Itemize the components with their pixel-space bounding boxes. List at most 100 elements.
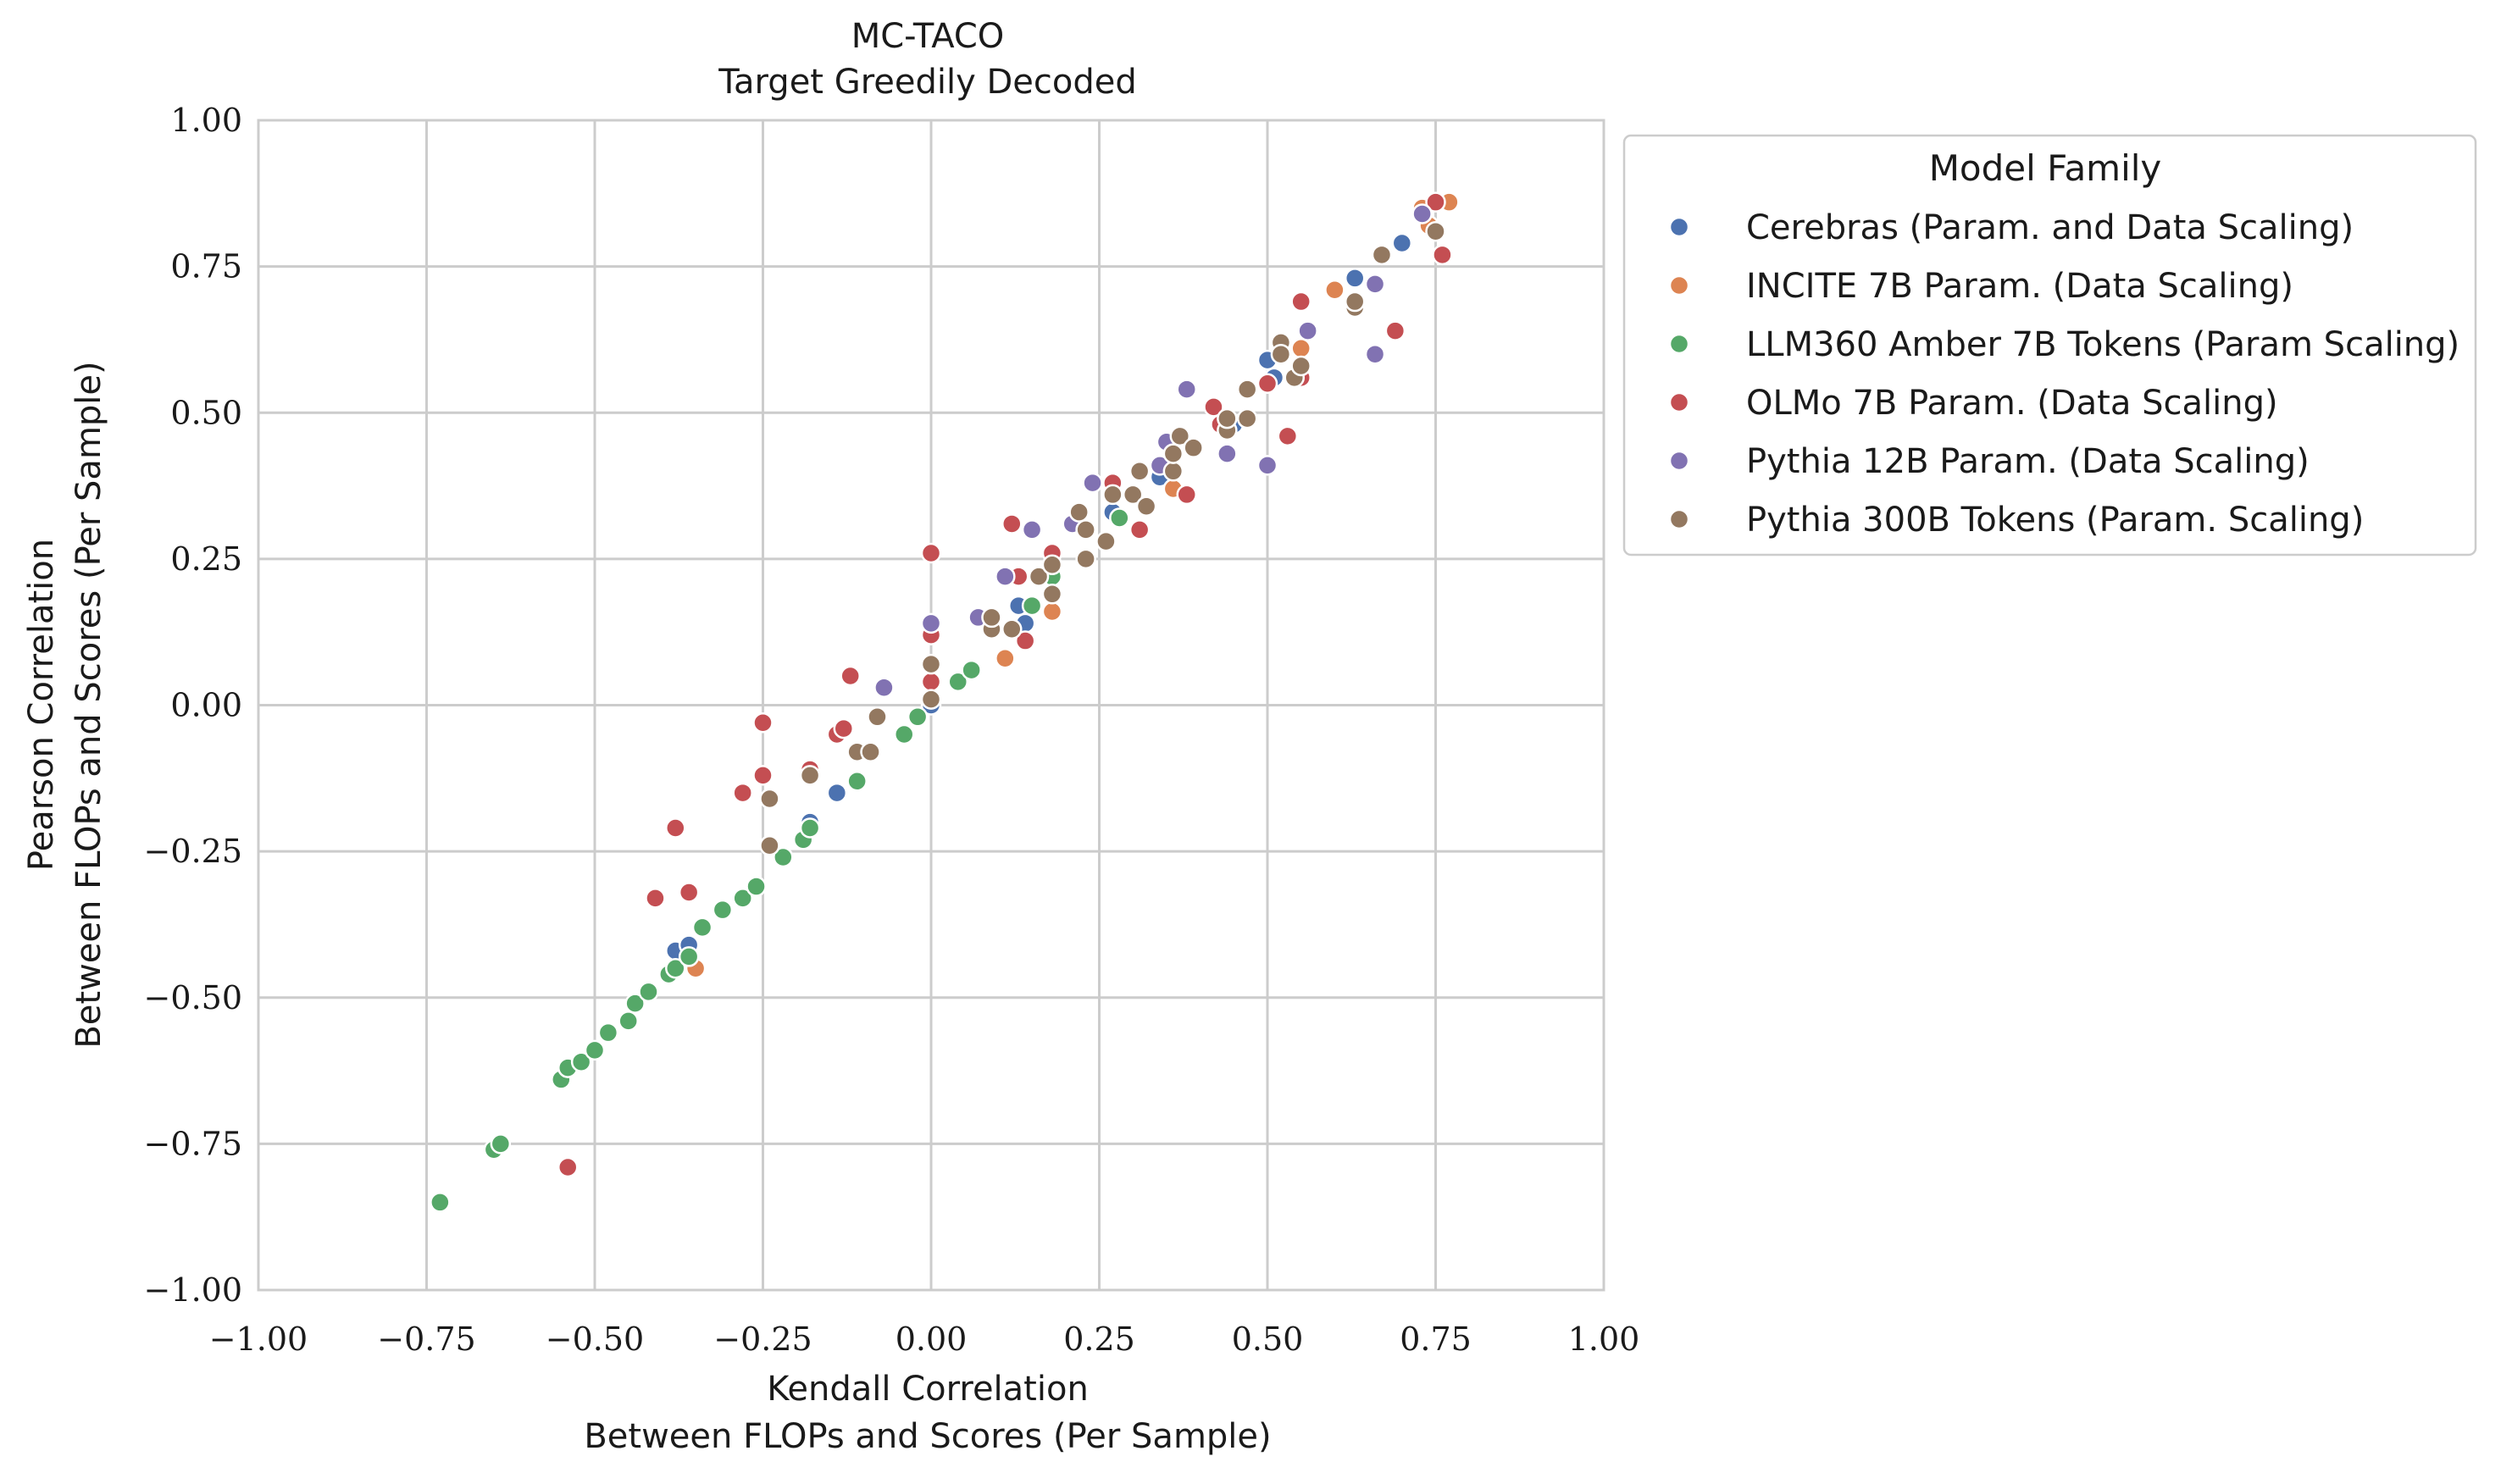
data-point <box>1068 501 1090 523</box>
legend-frame <box>1622 134 2477 556</box>
data-point <box>1256 455 1278 476</box>
data-point <box>907 706 929 728</box>
data-point <box>867 706 888 728</box>
legend-label: Pythia 300B Tokens (Param. Scaling) <box>1746 501 2364 540</box>
data-point <box>1128 461 1151 482</box>
legend-label: Pythia 12B Param. (Data Scaling) <box>1746 442 2310 481</box>
data-point <box>1021 595 1043 617</box>
data-point <box>624 993 646 1014</box>
data-point <box>1014 630 1036 651</box>
data-point <box>1001 513 1023 534</box>
legend-entries: Cerebras (Param. and Data Scaling) INCITE… <box>1668 208 2459 540</box>
data-point <box>752 765 774 786</box>
legend-label: LLM360 Amber 7B Tokens (Param Scaling) <box>1746 325 2459 364</box>
legend-title: Model Family <box>1929 147 2162 189</box>
legend-marker <box>1668 391 1690 413</box>
data-point <box>1391 232 1413 254</box>
data-point <box>691 916 713 939</box>
legend-entry: Pythia 300B Tokens (Param. Scaling) <box>1668 501 2364 540</box>
data-point <box>1364 274 1386 295</box>
data-point <box>840 665 861 687</box>
x-tick-label: −0.25 <box>713 1321 812 1358</box>
data-point <box>1095 530 1117 552</box>
data-point <box>618 1011 639 1032</box>
y-tick-label: 0.50 <box>170 394 242 431</box>
y-tick-label: −1.00 <box>144 1271 242 1309</box>
legend-entry: INCITE 7B Param. (Data Scaling) <box>1668 267 2293 306</box>
data-points <box>430 191 1460 1213</box>
data-point <box>995 648 1016 669</box>
data-point <box>1290 338 1312 359</box>
data-point <box>773 846 794 868</box>
data-point <box>1128 519 1151 540</box>
data-point <box>1183 437 1204 458</box>
y-tick-label: 0.00 <box>170 687 242 724</box>
series-points <box>873 203 1433 699</box>
series-points <box>665 232 1413 961</box>
data-point <box>1425 191 1446 213</box>
y-axis-label-line2: Between FLOPs and Scores (Per Sample) <box>69 361 108 1048</box>
data-point <box>1344 291 1366 313</box>
data-point <box>759 834 780 856</box>
data-point <box>1203 396 1224 418</box>
legend-label: Cerebras (Param. and Data Scaling) <box>1746 208 2354 247</box>
y-axis-ticks: −1.00 −0.75 −0.50 −0.25 0.00 0.25 0.50 0.75 1.00 <box>144 102 242 1309</box>
y-axis-label: Pearson Correlation <box>22 539 61 871</box>
x-tick-label: −0.50 <box>546 1321 644 1358</box>
legend-marker <box>1668 508 1690 530</box>
legend-label: INCITE 7B Param. (Data Scaling) <box>1746 267 2293 306</box>
data-point <box>1041 601 1063 623</box>
data-point <box>893 723 915 745</box>
legend-marker <box>1668 216 1690 238</box>
data-point <box>665 817 686 839</box>
data-point <box>638 981 659 1003</box>
data-point <box>799 817 821 839</box>
y-tick-label: −0.50 <box>144 979 242 1016</box>
data-point <box>1028 566 1050 587</box>
data-point <box>846 771 868 792</box>
data-point <box>584 1039 606 1061</box>
y-tick-label: 0.25 <box>170 540 242 578</box>
data-point <box>920 542 942 564</box>
plot-area <box>257 119 1605 1292</box>
data-point <box>1344 268 1366 289</box>
y-tick-label: −0.75 <box>144 1125 242 1162</box>
chart-title: MC-TACO <box>851 17 1005 56</box>
data-point <box>1001 618 1023 640</box>
legend-entry: Pythia 12B Param. (Data Scaling) <box>1668 442 2310 481</box>
data-point <box>947 671 969 693</box>
y-tick-label: −0.25 <box>144 833 242 870</box>
data-point <box>1277 425 1299 447</box>
data-point <box>1082 472 1103 494</box>
x-tick-label: 0.75 <box>1400 1321 1472 1358</box>
data-point <box>746 876 767 897</box>
data-point <box>1256 373 1278 394</box>
data-point <box>490 1133 512 1155</box>
data-point <box>570 1051 592 1072</box>
x-tick-label: −1.00 <box>209 1321 308 1358</box>
legend-marker <box>1668 274 1690 296</box>
data-point <box>826 782 848 804</box>
data-point <box>1176 379 1197 400</box>
data-point <box>752 712 774 734</box>
data-point <box>799 765 821 786</box>
legend-entry: Cerebras (Param. and Data Scaling) <box>1668 208 2354 247</box>
x-axis-label-line2: Between FLOPs and Scores (Per Sample) <box>584 1417 1271 1456</box>
legend-marker <box>1668 450 1690 472</box>
legend-entry: LLM360 Amber 7B Tokens (Param Scaling) <box>1668 325 2459 364</box>
x-axis-ticks: −1.00 −0.75 −0.50 −0.25 0.00 0.25 0.50 0.75 1.00 <box>209 1321 1640 1358</box>
data-point <box>1425 220 1446 242</box>
x-tick-label: −0.75 <box>377 1321 475 1358</box>
y-tick-label: 0.75 <box>170 248 242 285</box>
data-point <box>1176 484 1197 506</box>
data-point <box>1324 279 1345 301</box>
data-point <box>732 888 753 909</box>
data-point <box>678 882 700 903</box>
legend-marker <box>1668 333 1690 355</box>
data-point <box>995 566 1016 587</box>
x-axis-label: Kendall Correlation <box>767 1370 1089 1409</box>
series-points <box>430 507 1130 1213</box>
data-point <box>920 612 942 634</box>
data-point <box>665 957 686 979</box>
